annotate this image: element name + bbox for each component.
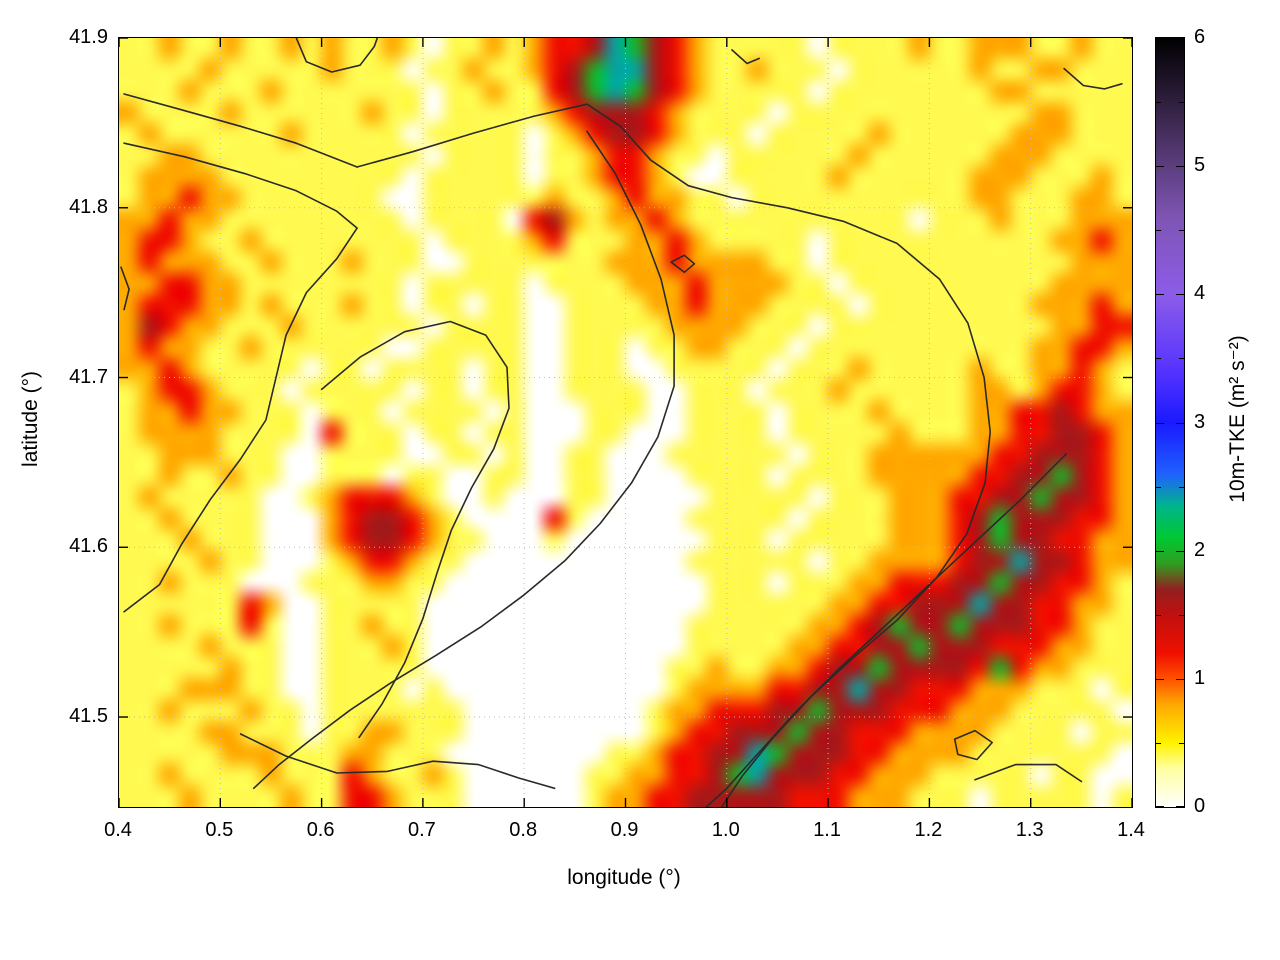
- x-tick-label: 1.2: [914, 819, 943, 841]
- x-tick-label: 0.9: [610, 819, 639, 841]
- colorbar-tick: [1156, 102, 1161, 104]
- colorbar-tick: [1156, 678, 1164, 680]
- colorbar-tick: [1179, 742, 1184, 744]
- x-axis-label: longitude (°): [567, 866, 681, 889]
- colorbar-tick: [1176, 550, 1184, 552]
- y-tick-label: 41.9: [69, 26, 108, 48]
- x-tick-label: 0.6: [306, 819, 335, 841]
- colorbar-tick: [1156, 742, 1161, 744]
- colorbar-tick: [1179, 358, 1184, 360]
- colorbar-tick: [1176, 166, 1184, 168]
- contour-overlay: [119, 38, 1132, 807]
- colorbar-tick: [1156, 38, 1164, 39]
- colorbar-tick: [1156, 358, 1161, 360]
- x-tick-label: 1.0: [711, 819, 740, 841]
- y-tick-label: 41.5: [69, 705, 108, 728]
- x-tick-label: 0.5: [205, 819, 234, 841]
- colorbar-tick: [1156, 422, 1164, 424]
- colorbar-tick: [1176, 294, 1184, 296]
- colorbar-tick: [1156, 550, 1164, 552]
- colorbar-tick: [1156, 486, 1161, 488]
- colorbar-tick-label: 3: [1194, 410, 1206, 433]
- colorbar-tick-label: 0: [1194, 795, 1206, 817]
- x-tick-label: 0.4: [104, 819, 132, 841]
- colorbar-tick-label: 6: [1194, 26, 1206, 48]
- colorbar-tick: [1156, 294, 1164, 296]
- colorbar-tick: [1176, 806, 1184, 807]
- colorbar-tick: [1179, 230, 1184, 232]
- x-tick-label: 0.7: [407, 819, 436, 841]
- colorbar-tick-label: 5: [1194, 154, 1206, 177]
- colorbar-tick: [1176, 38, 1184, 39]
- x-tick-label: 1.1: [813, 819, 841, 841]
- colorbar-tick-label: 2: [1194, 538, 1206, 561]
- colorbar-tick: [1179, 614, 1184, 616]
- x-tick-label: 1.4: [1117, 819, 1145, 841]
- y-tick-label: 41.7: [69, 365, 108, 388]
- colorbar-tick-label: 4: [1194, 282, 1206, 305]
- colorbar-tick: [1156, 806, 1164, 807]
- colorbar-tick-marks: [1156, 38, 1184, 807]
- colorbar-tick: [1179, 102, 1184, 104]
- y-tick-label: 41.6: [69, 535, 108, 558]
- colorbar-label: 10m-TKE (m² s⁻²): [1226, 335, 1249, 503]
- colorbar-tick: [1176, 422, 1184, 424]
- colorbar-tick-label: 1: [1194, 666, 1206, 689]
- x-tick-label: 0.8: [509, 819, 538, 841]
- colorbar-tick: [1156, 614, 1161, 616]
- y-tick-label: 41.8: [69, 195, 108, 218]
- colorbar-tick: [1179, 486, 1184, 488]
- x-tick-label: 1.3: [1015, 819, 1044, 841]
- colorbar-tick: [1176, 678, 1184, 680]
- y-axis-label: latitude (°): [19, 371, 42, 467]
- plot-area: [118, 37, 1133, 808]
- colorbar-tick: [1156, 166, 1164, 168]
- colorbar-tick: [1156, 230, 1161, 232]
- colorbar: [1155, 37, 1185, 808]
